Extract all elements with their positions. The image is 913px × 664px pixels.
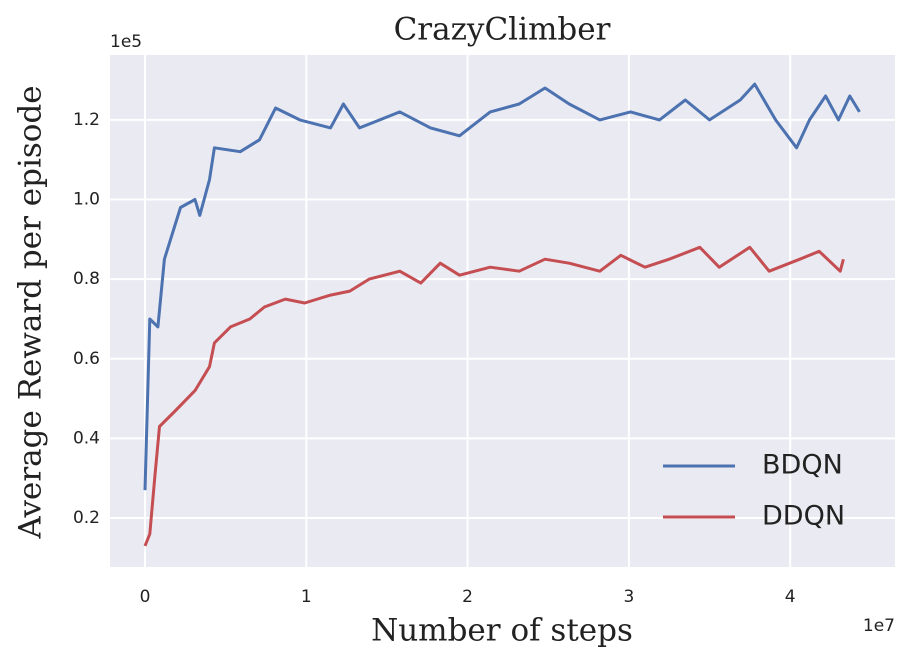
x-tick-label: 2	[462, 587, 473, 607]
y-tick-label: 0.2	[73, 508, 100, 528]
x-offset-label: 1e7	[863, 616, 895, 636]
chart-title: CrazyClimber	[394, 12, 611, 48]
x-tick-label: 4	[785, 587, 796, 607]
data-line	[143, 82, 861, 491]
x-tick-label: 3	[623, 587, 634, 607]
y-tick-label: 0.6	[73, 349, 100, 369]
y-offset-label: 1e5	[110, 32, 142, 52]
x-tick-label: 0	[140, 587, 151, 607]
x-tick-label: 1	[301, 587, 312, 607]
y-tick-label: 1.0	[73, 190, 100, 210]
plot-area	[110, 55, 895, 567]
y-tick-label: 1.2	[73, 110, 100, 130]
y-tick-label: 0.8	[73, 269, 100, 289]
y-axis-label: Average Reward per episode	[13, 85, 49, 539]
x-axis-label: Number of steps	[371, 613, 633, 649]
y-tick-label: 0.4	[73, 428, 100, 448]
legend-label: BDQN	[762, 450, 843, 481]
legend-label: DDQN	[762, 501, 845, 532]
data-line	[143, 245, 845, 547]
